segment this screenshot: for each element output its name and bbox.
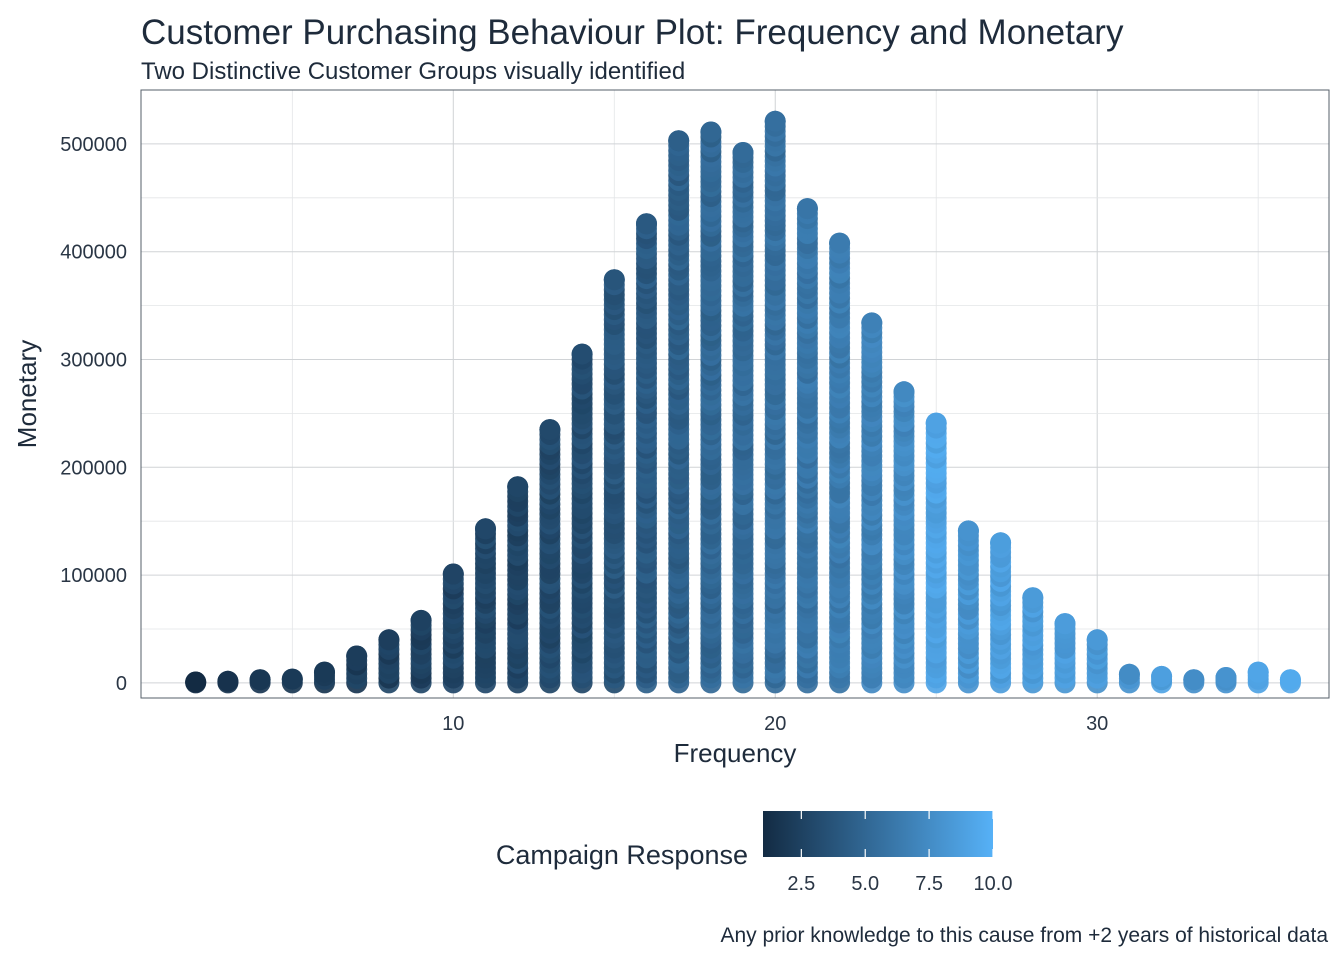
y-tick-label: 500000 [60, 134, 127, 156]
data-point [217, 670, 239, 692]
data-point [442, 563, 464, 585]
x-axis-title: Frequency [674, 738, 797, 768]
data-points [185, 110, 1301, 694]
y-tick-label: 0 [116, 673, 127, 695]
legend-tick-label: 10.0 [974, 873, 1013, 895]
y-tick-label: 400000 [60, 242, 127, 264]
y-tick-label: 200000 [60, 457, 127, 479]
chart-caption: Any prior knowledge to this cause from +… [720, 924, 1328, 947]
plot-panel-border [140, 89, 1330, 699]
data-point [861, 312, 883, 334]
data-point [636, 213, 657, 235]
y-tick-label: 100000 [60, 565, 127, 587]
data-point [1215, 667, 1237, 688]
data-point [281, 668, 303, 690]
data-point [1086, 629, 1108, 651]
y-axis-title: Monetary [12, 340, 42, 448]
data-point [1151, 665, 1173, 687]
data-point [893, 381, 915, 403]
legend-title: Campaign Response [496, 840, 748, 870]
data-point [249, 669, 271, 691]
axis-tick-labels: 10 20 30 0 100000 200000 300000 400000 500000 [60, 134, 1108, 735]
data-point [1054, 613, 1076, 635]
data-point [603, 269, 625, 291]
data-point [378, 629, 400, 651]
data-point [346, 645, 368, 667]
data-point [1118, 663, 1140, 685]
chart-subtitle: Two Distinctive Customer Groups visually… [141, 58, 685, 85]
data-point [571, 343, 593, 365]
legend-tick-label: 7.5 [915, 873, 943, 895]
data-point [410, 609, 432, 631]
data-point [700, 121, 722, 143]
data-point [539, 419, 561, 441]
legend-tick-label: 5.0 [851, 873, 879, 895]
data-point [668, 130, 690, 152]
x-tick-label: 30 [1086, 713, 1108, 735]
data-point [990, 532, 1012, 554]
data-point [957, 520, 979, 542]
data-point [1022, 587, 1044, 609]
legend-colorbar [763, 811, 993, 857]
data-point [1247, 661, 1269, 683]
data-point [507, 476, 529, 498]
y-tick-label: 300000 [60, 350, 127, 372]
x-tick-label: 20 [764, 713, 786, 735]
data-point [796, 198, 818, 220]
legend-tick-label: 2.5 [787, 873, 815, 895]
data-point [1279, 669, 1301, 691]
chart-title: Customer Purchasing Behaviour Plot: Freq… [141, 13, 1124, 52]
data-point [829, 232, 851, 254]
data-point [732, 142, 754, 163]
data-point [314, 661, 335, 683]
data-point [185, 671, 207, 693]
data-point [925, 412, 947, 434]
data-point [475, 518, 496, 540]
legend-ticks: 2.5 5.0 7.5 10.0 [787, 811, 1012, 895]
data-point [1183, 669, 1205, 691]
data-point [764, 110, 786, 132]
x-tick-label: 10 [442, 713, 464, 735]
